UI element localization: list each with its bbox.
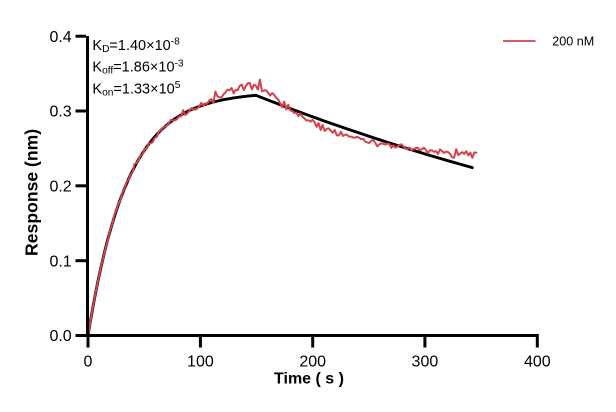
svg-text:200: 200 <box>299 354 326 371</box>
svg-text:200 nM: 200 nM <box>552 35 594 49</box>
svg-text:0.3: 0.3 <box>49 104 71 121</box>
svg-text:0.0: 0.0 <box>49 328 71 345</box>
svg-text:100: 100 <box>187 354 214 371</box>
svg-text:0.2: 0.2 <box>49 179 71 196</box>
svg-text:0.1: 0.1 <box>49 253 71 270</box>
svg-text:0: 0 <box>84 354 93 371</box>
svg-text:Response (nm): Response (nm) <box>22 129 42 256</box>
svg-text:Kon=1.33×105: Kon=1.33×105 <box>92 80 180 98</box>
svg-text:KD=1.40×10-8: KD=1.40×10-8 <box>92 37 180 55</box>
svg-text:Time ( s ): Time ( s ) <box>274 371 344 388</box>
svg-text:300: 300 <box>412 354 439 371</box>
svg-text:0.4: 0.4 <box>49 29 71 46</box>
svg-text:400: 400 <box>524 354 551 371</box>
svg-text:Koff=1.86×10-3: Koff=1.86×10-3 <box>92 58 184 76</box>
